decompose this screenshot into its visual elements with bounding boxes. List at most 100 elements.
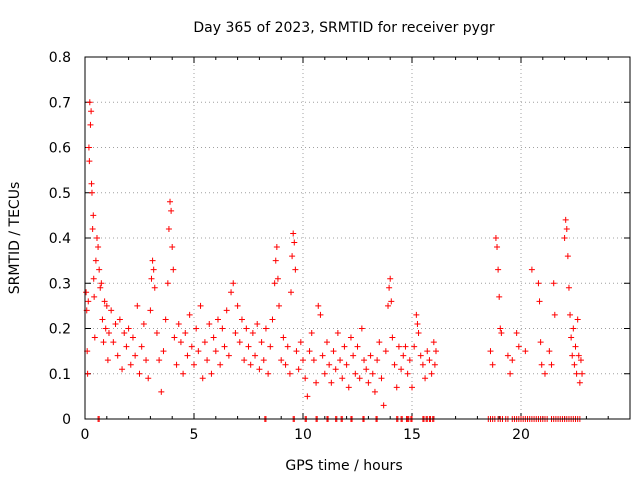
data-point (201, 339, 208, 346)
data-point (388, 298, 395, 305)
data-point (288, 289, 295, 296)
data-point (487, 348, 494, 355)
data-point (411, 343, 418, 350)
data-point (426, 357, 433, 364)
data-point (119, 366, 126, 373)
data-point (315, 302, 322, 309)
data-point (108, 307, 115, 314)
data-point (400, 352, 407, 359)
data-point (295, 366, 302, 373)
data-point (497, 325, 504, 332)
data-point (148, 275, 155, 282)
data-point (236, 339, 243, 346)
data-point (230, 280, 237, 287)
data-point (313, 379, 320, 386)
data-point (225, 352, 232, 359)
data-point (91, 293, 98, 300)
data-point (402, 343, 409, 350)
data-point (498, 330, 505, 337)
data-point (93, 235, 100, 241)
data-point (121, 330, 128, 337)
data-point (214, 316, 221, 323)
data-point (328, 379, 335, 386)
data-point (129, 334, 136, 341)
data-point (352, 370, 359, 377)
data-point (193, 325, 200, 332)
data-point (565, 284, 572, 291)
data-point (272, 257, 279, 264)
data-point (153, 330, 160, 337)
data-point (247, 361, 254, 368)
data-point (101, 298, 108, 305)
data-point (88, 180, 95, 187)
data-point (204, 357, 211, 364)
y-tick-label: 0 (62, 412, 71, 428)
data-point (105, 330, 112, 337)
data-point (169, 244, 176, 251)
data-point (180, 370, 187, 377)
data-point (85, 144, 92, 151)
data-point (245, 343, 252, 350)
data-point (90, 275, 97, 282)
data-point (177, 339, 184, 346)
data-point (158, 388, 165, 395)
data-point (199, 375, 206, 382)
data-point (89, 225, 96, 232)
data-point (297, 339, 304, 346)
x-axis-tick-labels: 0 5 10 15 20 (81, 427, 530, 443)
data-point (572, 343, 579, 350)
data-point (84, 370, 91, 377)
data-point (102, 325, 109, 332)
data-point (132, 352, 139, 359)
data-point (140, 320, 147, 327)
data-point (494, 244, 501, 251)
data-point (386, 284, 393, 291)
data-point (393, 384, 400, 391)
data-point (422, 375, 429, 382)
data-point (378, 375, 385, 382)
data-point (569, 352, 576, 359)
data-point (365, 379, 372, 386)
data-point (206, 320, 213, 327)
data-point (290, 230, 297, 237)
data-point (367, 352, 374, 359)
data-point (550, 280, 557, 287)
data-point (265, 370, 272, 377)
data-point (164, 280, 171, 287)
data-point (136, 370, 143, 377)
data-point (330, 348, 337, 355)
data-point (249, 330, 256, 337)
data-point (363, 366, 370, 373)
data-point (197, 302, 204, 309)
data-point (334, 330, 341, 337)
data-point (577, 357, 584, 364)
data-point (515, 343, 522, 350)
data-point (430, 339, 437, 346)
data-point (567, 311, 574, 318)
data-point (326, 361, 333, 368)
data-point (417, 352, 424, 359)
data-point (160, 348, 167, 355)
data-point (103, 302, 110, 309)
chart-title: Day 365 of 2023, SRMTID for receiver pyg… (193, 20, 494, 36)
data-point (546, 348, 553, 355)
data-point (83, 289, 90, 296)
data-point (219, 325, 226, 332)
data-point (369, 370, 376, 377)
data-point (415, 330, 422, 337)
data-point (568, 334, 575, 341)
data-point (535, 280, 542, 287)
data-point (151, 284, 158, 291)
data-point (156, 357, 163, 364)
data-point (528, 266, 535, 273)
data-point (376, 339, 383, 346)
data-point (391, 361, 398, 368)
y-tick-label: 0.3 (49, 276, 71, 292)
data-point (561, 235, 568, 241)
data-point (100, 339, 107, 346)
y-axis-label: SRMTID / TECUs (7, 182, 23, 295)
data-point (104, 357, 111, 364)
data-point (87, 121, 94, 128)
data-point (575, 352, 582, 359)
y-tick-label: 0.8 (49, 50, 71, 66)
